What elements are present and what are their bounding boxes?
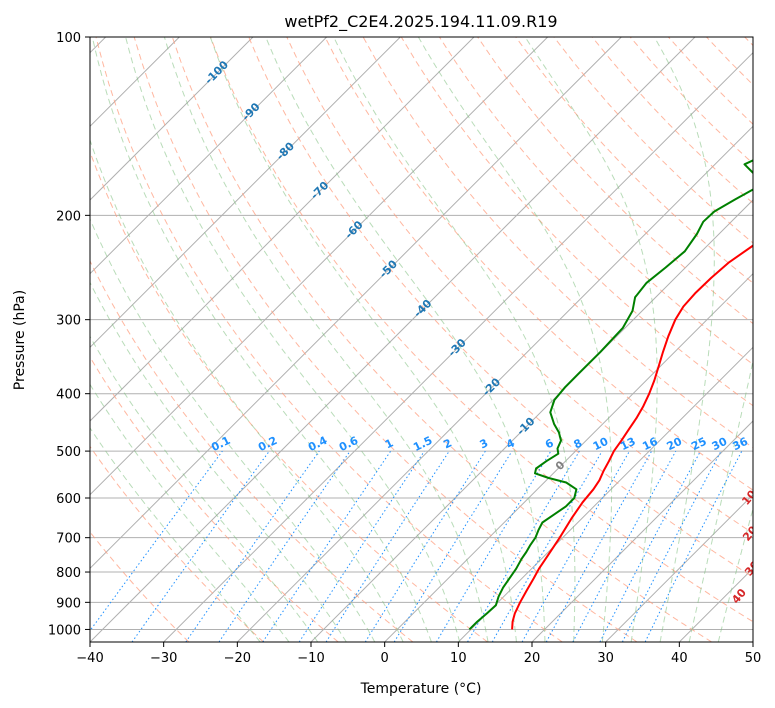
- mixing-ratio-label: 10: [591, 435, 611, 454]
- mixing-ratio-label: 25: [689, 435, 708, 453]
- mixing-ratio-line: [185, 450, 320, 642]
- y-tick-label: 600: [56, 492, 81, 507]
- mixing-ratio-line: [325, 450, 450, 642]
- moist-adiabat: [688, 358, 753, 642]
- moist-adiabat: [90, 335, 319, 642]
- dry-adiabat: [324, 37, 753, 491]
- x-tick-label: 50: [745, 651, 762, 666]
- y-tick-label: 900: [56, 596, 81, 611]
- mixing-ratio-line: [262, 450, 392, 642]
- dry-adiabat: [515, 37, 753, 284]
- y-tick-label: 200: [56, 209, 81, 224]
- x-tick-label: 30: [597, 651, 614, 666]
- moist-adiabat: [653, 37, 715, 642]
- y-axis-ticks: 100 200 300 400 500 600 700 800 900 1000: [48, 31, 90, 638]
- mixing-ratio-label: 20: [665, 435, 685, 454]
- dewpoint-profile: [468, 159, 753, 631]
- x-tick-label: −30: [150, 651, 177, 666]
- mixing-ratio-line: [393, 450, 513, 642]
- y-tick-label: 1000: [48, 623, 81, 638]
- mixing-ratio-line: [131, 450, 270, 642]
- isotherm: [384, 272, 753, 642]
- mixing-ratio-line: [298, 450, 425, 642]
- y-tick-label: 100: [56, 31, 81, 46]
- mixing-ratio-label: 36: [731, 435, 751, 454]
- plot-frame: [89, 36, 754, 643]
- moist-adiabat: [90, 217, 376, 642]
- y-tick-label: 700: [56, 532, 81, 547]
- dry-adiabat: [90, 259, 414, 642]
- moist-adiabat: [163, 37, 489, 642]
- dry-adiabat: [95, 37, 563, 642]
- grid-layer: [90, 37, 753, 642]
- dry-adiabat: [248, 37, 753, 578]
- x-tick-label: −10: [297, 651, 324, 666]
- y-tick-label: 800: [56, 566, 81, 581]
- moist-adiabat: [265, 37, 546, 642]
- mixing-ratio-line: [521, 450, 630, 642]
- dry-adiabat: [90, 356, 339, 642]
- dry-adiabat: [286, 37, 753, 534]
- x-tick-label: −20: [224, 651, 251, 666]
- mixing-ratio-line: [218, 450, 351, 642]
- dry-adiabat: [90, 445, 264, 642]
- moist-adiabat: [90, 138, 404, 642]
- dry-adiabat: [210, 37, 753, 623]
- mixing-ratio-line: [90, 450, 223, 632]
- isotherm: [457, 346, 753, 642]
- isotherm: [90, 37, 328, 275]
- x-tick-label: 10: [450, 651, 467, 666]
- moist-adiabat: [417, 37, 613, 642]
- y-tick-label: 300: [56, 314, 81, 329]
- dry-adiabat: [171, 37, 712, 642]
- isotherm: [90, 37, 549, 496]
- y-tick-label: 400: [56, 388, 81, 403]
- chart-title: wetPf2_C2E4.2025.194.11.09.R19: [284, 12, 557, 32]
- isotherm: [90, 37, 696, 642]
- x-axis-ticks: −40 −30 −20 −10 0 10 20 30 40 50: [76, 642, 761, 666]
- moist-adiabat: [90, 427, 261, 642]
- y-axis-label: Pressure (hPa): [12, 290, 28, 390]
- moist-adiabat: [717, 506, 753, 642]
- x-tick-label: 0: [381, 651, 389, 666]
- mixing-ratio-line: [572, 450, 677, 642]
- reference-lines: [90, 37, 753, 642]
- x-axis-label: Temperature (°C): [360, 681, 482, 697]
- isotherm: [90, 37, 254, 201]
- isotherm: [531, 420, 753, 642]
- y-tick-label: 500: [56, 445, 81, 460]
- isotherm: [236, 125, 753, 642]
- isotherm: [163, 51, 753, 642]
- isotherm: [90, 37, 622, 570]
- x-tick-label: 20: [524, 651, 541, 666]
- moist-adiabat: [90, 383, 290, 642]
- moist-adiabat-label: 30: [742, 558, 762, 578]
- x-tick-label: 40: [671, 651, 688, 666]
- mixing-ratio-line: [644, 450, 743, 642]
- plot-background: [90, 37, 753, 642]
- moist-adiabat: [209, 37, 517, 642]
- mixing-ratio-label: 16: [640, 435, 660, 454]
- isotherm: [752, 641, 753, 642]
- moist-adiabat: [333, 37, 576, 642]
- x-tick-label: −40: [76, 651, 103, 666]
- moist-adiabat: [90, 281, 347, 642]
- isotherm: [90, 37, 401, 349]
- temperature-profile: [511, 244, 753, 630]
- sounding-series: [468, 159, 753, 631]
- moist-adiabat: [91, 37, 432, 642]
- isotherm: [90, 37, 475, 422]
- mixing-ratio-line: [545, 450, 653, 642]
- mixing-ratio-label: 30: [710, 435, 730, 454]
- isotherm: [605, 493, 753, 642]
- moist-adiabat: [125, 37, 461, 642]
